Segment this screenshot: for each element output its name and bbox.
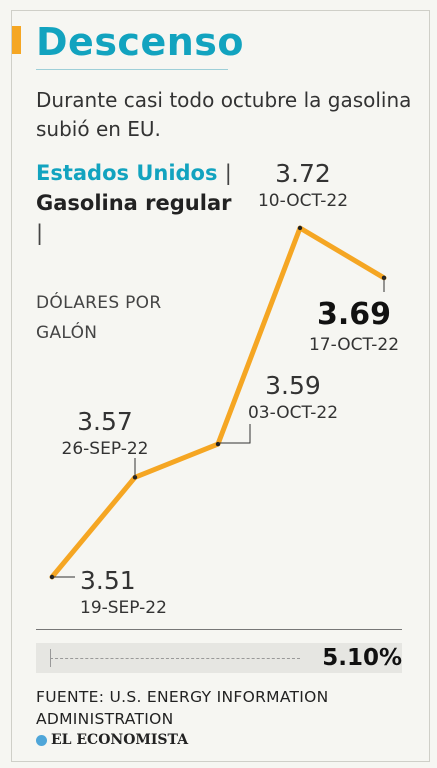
publisher-logo: EL ECONOMISTA [36,731,188,749]
date-label: 17-OCT-22 [309,335,399,355]
label-separator: | [224,161,232,185]
country-label: Estados Unidos [36,161,218,185]
change-dashed-line [50,658,300,659]
label-separator: | [36,221,44,245]
value-label: 3.51 [80,566,136,595]
footer-divider [36,629,402,630]
date-label: 10-OCT-22 [258,191,348,211]
date-label: 19-SEP-22 [80,598,167,618]
date-label: 26-SEP-22 [62,439,149,459]
logo-globe-icon [36,734,47,746]
value-label: 3.72 [275,159,331,188]
chart-title: Descenso [36,20,245,64]
data-point [297,225,303,231]
units-label: DÓLARES POR GALÓN [36,293,162,343]
logo-text: EL ECONOMISTA [51,732,189,748]
date-label: 03-OCT-22 [248,403,338,423]
frame-border [11,10,430,762]
value-label: 3.69 [317,297,391,332]
chart-subtitle: Durante casi todo octubre la gasolina su… [36,88,412,141]
accent-bar [12,26,21,54]
change-box: 5.10% [36,643,402,673]
value-label: 3.57 [77,407,133,436]
label-leader-line [218,424,251,444]
product-label: Gasolina regular [36,191,232,215]
title-underline [36,69,228,70]
value-label: 3.59 [265,371,321,400]
data-point [132,475,138,480]
change-value: 5.10% [322,645,402,671]
series-label: Estados Unidos | Gasolina regular | [36,158,236,248]
source-note: FUENTE: U.S. ENERGY INFORMATION ADMINIST… [36,688,329,728]
